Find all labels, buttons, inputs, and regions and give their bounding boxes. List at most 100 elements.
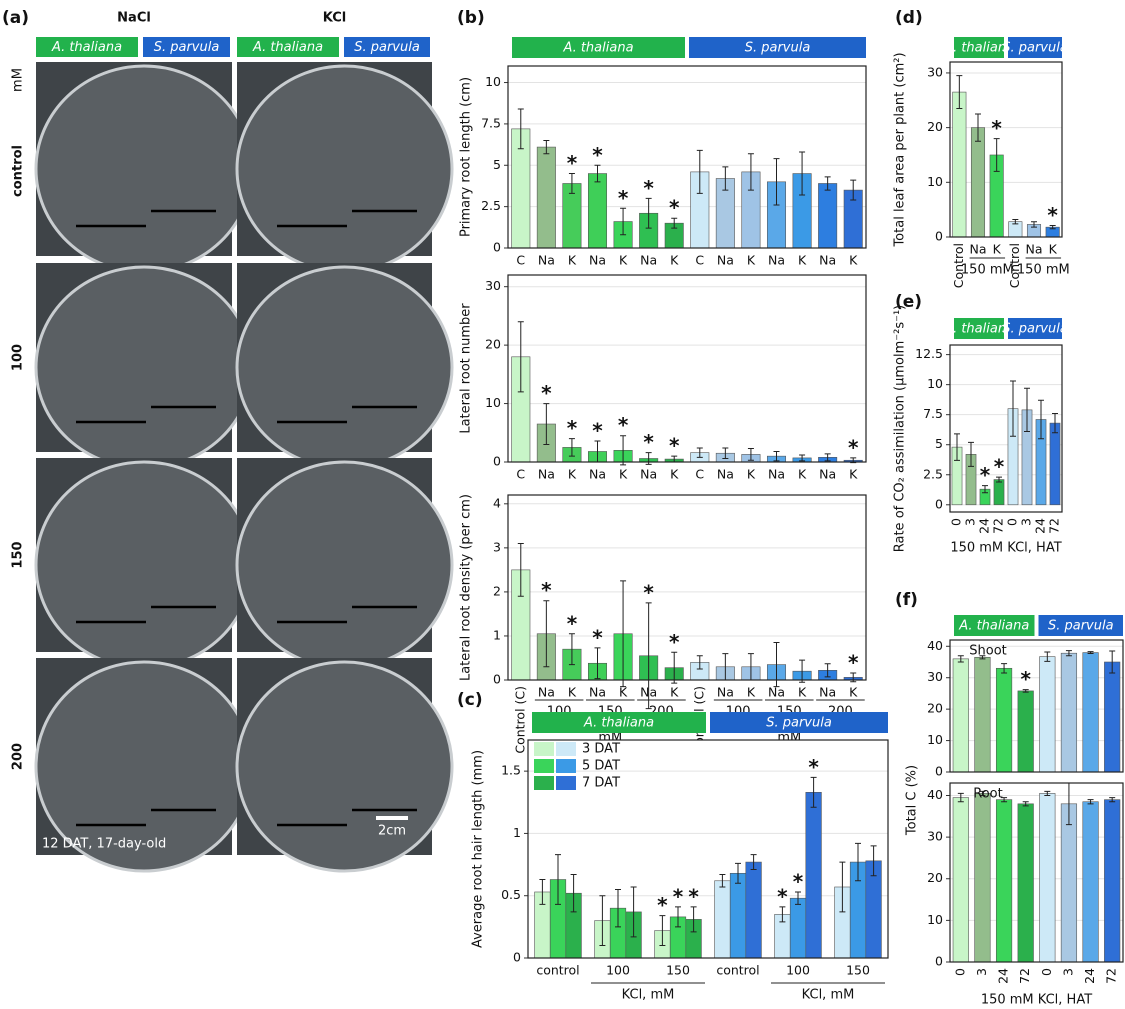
- panel-label: (c): [457, 690, 483, 710]
- y-axis-label: Primary root length (cm): [459, 77, 474, 237]
- x-tick-label: Na: [819, 253, 836, 268]
- species-tag-label: A. thaliana: [51, 40, 122, 55]
- x-tick-label: C: [695, 253, 704, 268]
- x-tick-label: K: [798, 467, 807, 482]
- petri-dish: [237, 462, 452, 668]
- y-tick-label: 7.5: [923, 406, 943, 421]
- column-header: NaCl: [117, 11, 151, 26]
- x-tick-label: Na: [768, 253, 785, 268]
- bar: [975, 793, 991, 962]
- significance: *: [592, 143, 603, 167]
- legend-swatch: [534, 776, 554, 790]
- y-axis-label: Average root hair length (mm): [471, 750, 486, 948]
- x-tick-label: 72: [991, 518, 1006, 534]
- bar: [588, 174, 606, 248]
- bar: [1050, 423, 1060, 505]
- y-tick-label: 30: [927, 669, 943, 684]
- y-tick-label: 0: [493, 454, 501, 469]
- significance: *: [643, 430, 654, 454]
- y-tick-label: 0: [935, 229, 943, 244]
- bar: [537, 147, 555, 248]
- x-tick-label: K: [798, 685, 807, 700]
- significance: *: [1047, 203, 1058, 227]
- petri-dish: [237, 66, 452, 272]
- x-tick-label: K: [619, 467, 628, 482]
- x-tick-label: Na: [768, 685, 785, 700]
- significance: *: [643, 580, 654, 604]
- bar: [790, 898, 806, 958]
- bar: [1040, 793, 1056, 962]
- x-tick-label: Na: [589, 467, 606, 482]
- y-tick-label: 20: [485, 337, 501, 352]
- y-tick-label: 0.5: [501, 887, 521, 902]
- x-tick-label: 0: [1005, 518, 1020, 526]
- x-axis-label: 150 mM KCl, HAT: [950, 541, 1061, 556]
- panel-label: (f): [895, 590, 918, 610]
- species-tag-label: S. parvula: [354, 40, 420, 55]
- x-tick-label: Na: [640, 685, 657, 700]
- x-tick-label: Na: [717, 685, 734, 700]
- significance: *: [643, 176, 654, 200]
- y-tick-label: 0: [513, 950, 521, 965]
- x-axis-label: 150 mM KCl, HAT: [981, 993, 1092, 1008]
- plot-area: [508, 495, 866, 680]
- y-tick-label: 20: [927, 870, 943, 885]
- significance: *: [567, 611, 578, 635]
- bar: [1018, 804, 1034, 962]
- y-tick-label: 2.5: [481, 198, 501, 213]
- bar: [975, 657, 991, 772]
- x-tick-label: 0: [949, 518, 964, 526]
- x-tick-label: Na: [717, 253, 734, 268]
- x-tick-label: 24: [1033, 518, 1048, 534]
- y-tick-label: 0: [935, 764, 943, 779]
- bar: [806, 792, 822, 958]
- x-tick-label: K: [747, 685, 756, 700]
- significance: *: [669, 434, 680, 458]
- x-tick-label: K: [747, 467, 756, 482]
- significance: *: [592, 625, 603, 649]
- row-label: control: [11, 145, 26, 197]
- x-tick-label: C: [695, 467, 704, 482]
- bar: [818, 183, 836, 248]
- x-tick-label: 3: [1060, 968, 1075, 976]
- significance: *: [541, 578, 552, 602]
- legend-swatch: [534, 742, 554, 756]
- x-tick-label: 72: [1017, 968, 1032, 984]
- x-tick-label: 3: [963, 518, 978, 526]
- y-tick-label: 2.5: [923, 466, 943, 481]
- bar: [715, 881, 731, 958]
- x-tick-label: 0: [952, 968, 967, 976]
- significance: *: [777, 884, 788, 908]
- y-tick-label: 40: [927, 787, 943, 802]
- legend-swatch: [556, 776, 576, 790]
- bar: [994, 480, 1004, 505]
- bar: [996, 668, 1012, 772]
- y-tick-label: 1: [513, 825, 521, 840]
- legend-label: 5 DAT: [582, 759, 620, 774]
- bar: [1040, 657, 1056, 772]
- y-tick-label: 12.5: [915, 346, 943, 361]
- y-tick-label: 0: [935, 954, 943, 969]
- x-tick-label: K: [568, 685, 577, 700]
- x-tick-label: Na: [819, 467, 836, 482]
- significance: *: [669, 630, 680, 654]
- petri-dish: [237, 662, 452, 871]
- photo-caption: 12 DAT, 17-day-old: [42, 837, 166, 852]
- x-tick-label: K: [568, 253, 577, 268]
- x-tick-label: Na: [819, 685, 836, 700]
- y-tick-label: 40: [927, 638, 943, 653]
- x-tick-label: K: [747, 253, 756, 268]
- x-tick-label: Na: [538, 467, 555, 482]
- significance: *: [673, 884, 684, 908]
- x-tick-label: 24: [996, 968, 1011, 984]
- y-tick-label: 10: [485, 74, 501, 89]
- y-tick-label: 7.5: [481, 115, 501, 130]
- y-tick-label: 20: [927, 701, 943, 716]
- significance: *: [541, 381, 552, 405]
- significance: *: [567, 416, 578, 440]
- significance: *: [688, 884, 699, 908]
- x-tick-label: K: [1049, 242, 1058, 257]
- petri-dish: [36, 66, 252, 272]
- x-tick-label: K: [849, 685, 858, 700]
- bar: [1104, 800, 1120, 962]
